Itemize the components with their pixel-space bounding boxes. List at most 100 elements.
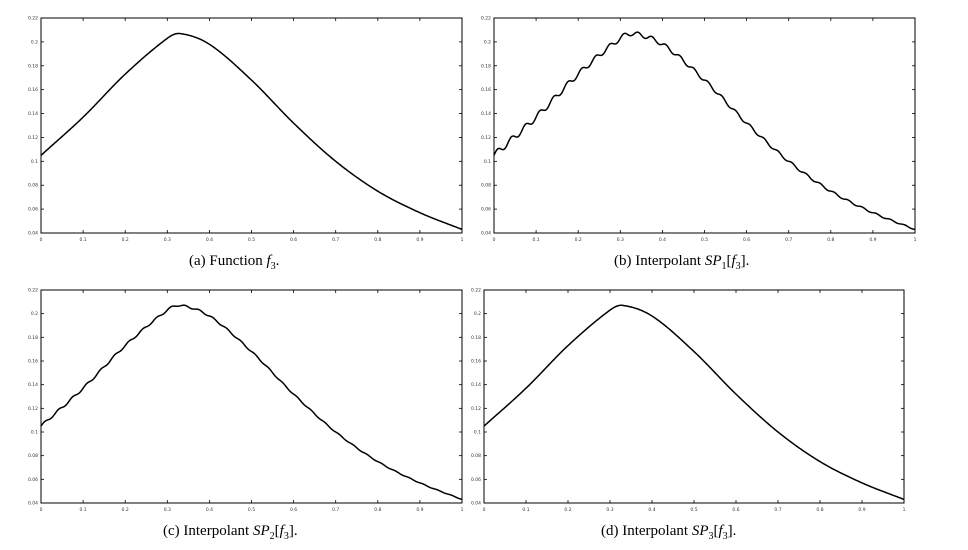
x-tick-label: 0.1 [80, 507, 87, 513]
caption-b: (b) Interpolant SP1[f3]. [614, 253, 750, 272]
y-tick-label: 0.04 [481, 231, 491, 237]
x-tick-label: 0.6 [290, 507, 297, 513]
x-tick-label: 0.7 [332, 237, 339, 243]
x-tick-label: 1 [903, 507, 906, 513]
x-tick-label: 0.2 [575, 237, 582, 243]
y-tick-label: 0.22 [471, 288, 481, 294]
panel-c: 0 0.1 0.2 0.3 0.4 0.5 0.6 0.7 0.8 0.9 1 0.04 0.06 0.0… [0, 275, 484, 550]
x-tick-label: 0.8 [374, 507, 381, 513]
caption-c: (c) Interpolant SP2[f3]. [163, 523, 298, 542]
y-tick-label: 0.08 [471, 453, 481, 459]
x-tick-label: 0.2 [564, 507, 571, 513]
x-tick-label: 0.6 [732, 507, 739, 513]
plot-frame [493, 17, 916, 234]
x-tick-label: 0.2 [122, 237, 129, 243]
x-tick-label: 0.9 [858, 507, 865, 513]
y-tick-label: 0.06 [481, 207, 491, 213]
y-tick-label: 0.1 [31, 430, 38, 436]
chart-b: 0 0.1 0.2 0.3 0.4 0.5 0.6 0.7 0.8 0.9 1 0.04 0.06 0.0… [481, 16, 917, 244]
y-tick-label: 0.22 [28, 16, 38, 22]
y-tick-label: 0.2 [484, 39, 491, 45]
x-tick-label: 0.1 [80, 237, 87, 243]
series-line [483, 304, 905, 501]
y-tick-label: 0.18 [28, 63, 38, 69]
panel-b: 0 0.1 0.2 0.3 0.4 0.5 0.6 0.7 0.8 0.9 1 0.04 0.06 0.0… [481, 0, 968, 275]
y-tick-label: 0.08 [28, 183, 38, 189]
y-tick-label: 0.04 [28, 501, 38, 507]
y-tick-label: 0.22 [28, 288, 38, 294]
plot-frame [40, 289, 463, 504]
y-tick-label: 0.04 [471, 501, 481, 507]
x-tick-label: 1 [461, 237, 464, 243]
series-line [493, 31, 916, 231]
series-line [40, 304, 463, 501]
y-tick-label: 0.12 [28, 406, 38, 412]
y-tick-label: 0.16 [481, 87, 491, 93]
series-line [40, 32, 463, 231]
y-tick-label: 0.16 [471, 359, 481, 365]
x-tick-label: 0.6 [743, 237, 750, 243]
y-tick-label: 0.14 [28, 111, 38, 117]
y-tick-label: 0.22 [481, 16, 491, 22]
y-tick-label: 0.12 [471, 406, 481, 412]
x-tick-label: 0.5 [248, 237, 255, 243]
caption-a: (a) Function f3. [189, 253, 280, 272]
x-tick-label: 0.3 [164, 507, 171, 513]
y-tick-label: 0.08 [28, 453, 38, 459]
x-tick-label: 0.9 [416, 507, 423, 513]
x-tick-label: 0.9 [869, 237, 876, 243]
x-tick-label: 0.9 [416, 237, 423, 243]
x-tick-label: 0.5 [248, 507, 255, 513]
y-tick-label: 0.08 [481, 183, 491, 189]
x-tick-label: 0.4 [648, 507, 655, 513]
x-tick-label: 0.7 [774, 507, 781, 513]
x-tick-label: 0.7 [332, 507, 339, 513]
x-tick-label: 0.4 [659, 237, 666, 243]
x-tick-label: 0.4 [206, 237, 213, 243]
y-tick-label: 0.1 [484, 159, 491, 165]
y-tick-label: 0.2 [31, 39, 38, 45]
x-tick-label: 0.8 [374, 237, 381, 243]
x-tick-label: 0.1 [533, 237, 540, 243]
y-tick-label: 0.14 [471, 382, 481, 388]
y-tick-label: 0.16 [28, 359, 38, 365]
x-tick-label: 0.7 [785, 237, 792, 243]
x-tick-label: 0.5 [690, 507, 697, 513]
x-tick-label: 0 [40, 507, 43, 513]
x-tick-label: 0.3 [164, 237, 171, 243]
plot-frame [483, 289, 905, 504]
x-tick-label: 1 [461, 507, 464, 513]
plot-frame [40, 17, 463, 234]
x-tick-label: 0 [40, 237, 43, 243]
x-tick-label: 0.2 [122, 507, 129, 513]
y-tick-label: 0.2 [31, 311, 38, 317]
y-tick-label: 0.1 [474, 430, 481, 436]
y-tick-label: 0.14 [481, 111, 491, 117]
chart-d: 0 0.1 0.2 0.3 0.4 0.5 0.6 0.7 0.8 0.9 1 0.04 0.06 0.0… [471, 288, 906, 514]
panel-d: 0 0.1 0.2 0.3 0.4 0.5 0.6 0.7 0.8 0.9 1 0.04 0.06 0.0… [471, 275, 968, 550]
x-tick-label: 0.4 [206, 507, 213, 513]
panel-a: 0 0.1 0.2 0.3 0.4 0.5 0.6 0.7 0.8 0.9 1 0.04 0.06 0.0… [0, 0, 484, 275]
y-tick-label: 0.1 [31, 159, 38, 165]
y-tick-label: 0.12 [28, 135, 38, 141]
y-tick-label: 0.2 [474, 311, 481, 317]
y-tick-label: 0.18 [471, 335, 481, 341]
x-tick-label: 0 [483, 507, 486, 513]
x-tick-label: 0 [493, 237, 496, 243]
x-tick-label: 0.3 [606, 507, 613, 513]
x-tick-label: 0.8 [816, 507, 823, 513]
x-tick-label: 0.1 [522, 507, 529, 513]
x-tick-label: 0.3 [617, 237, 624, 243]
y-tick-label: 0.06 [28, 477, 38, 483]
x-tick-label: 0.5 [701, 237, 708, 243]
y-tick-label: 0.04 [28, 231, 38, 237]
caption-d: (d) Interpolant SP3[f3]. [601, 523, 737, 542]
chart-a: 0 0.1 0.2 0.3 0.4 0.5 0.6 0.7 0.8 0.9 1 0.04 0.06 0.0… [28, 16, 464, 244]
y-tick-label: 0.18 [28, 335, 38, 341]
y-tick-label: 0.06 [28, 207, 38, 213]
x-tick-label: 1 [914, 237, 917, 243]
y-tick-label: 0.16 [28, 87, 38, 93]
chart-c: 0 0.1 0.2 0.3 0.4 0.5 0.6 0.7 0.8 0.9 1 0.04 0.06 0.0… [28, 288, 464, 514]
y-tick-label: 0.14 [28, 382, 38, 388]
y-tick-label: 0.18 [481, 63, 491, 69]
